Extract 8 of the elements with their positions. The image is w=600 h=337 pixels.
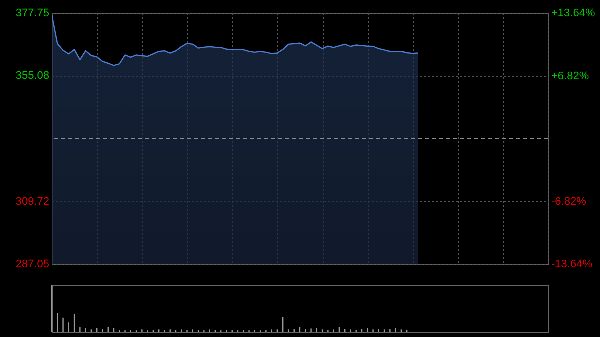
y2-tick-label: -13.64%	[552, 258, 593, 270]
y-tick-label: 355.08	[16, 70, 50, 82]
y-tick-label: 377.75	[16, 8, 50, 20]
y2-tick-label: +6.82%	[552, 70, 590, 82]
y2-tick-label: -6.82%	[552, 196, 587, 208]
y2-tick-label: +13.64%	[552, 8, 596, 20]
y-tick-label: 309.72	[16, 196, 50, 208]
y-tick-label: 287.05	[16, 258, 50, 270]
